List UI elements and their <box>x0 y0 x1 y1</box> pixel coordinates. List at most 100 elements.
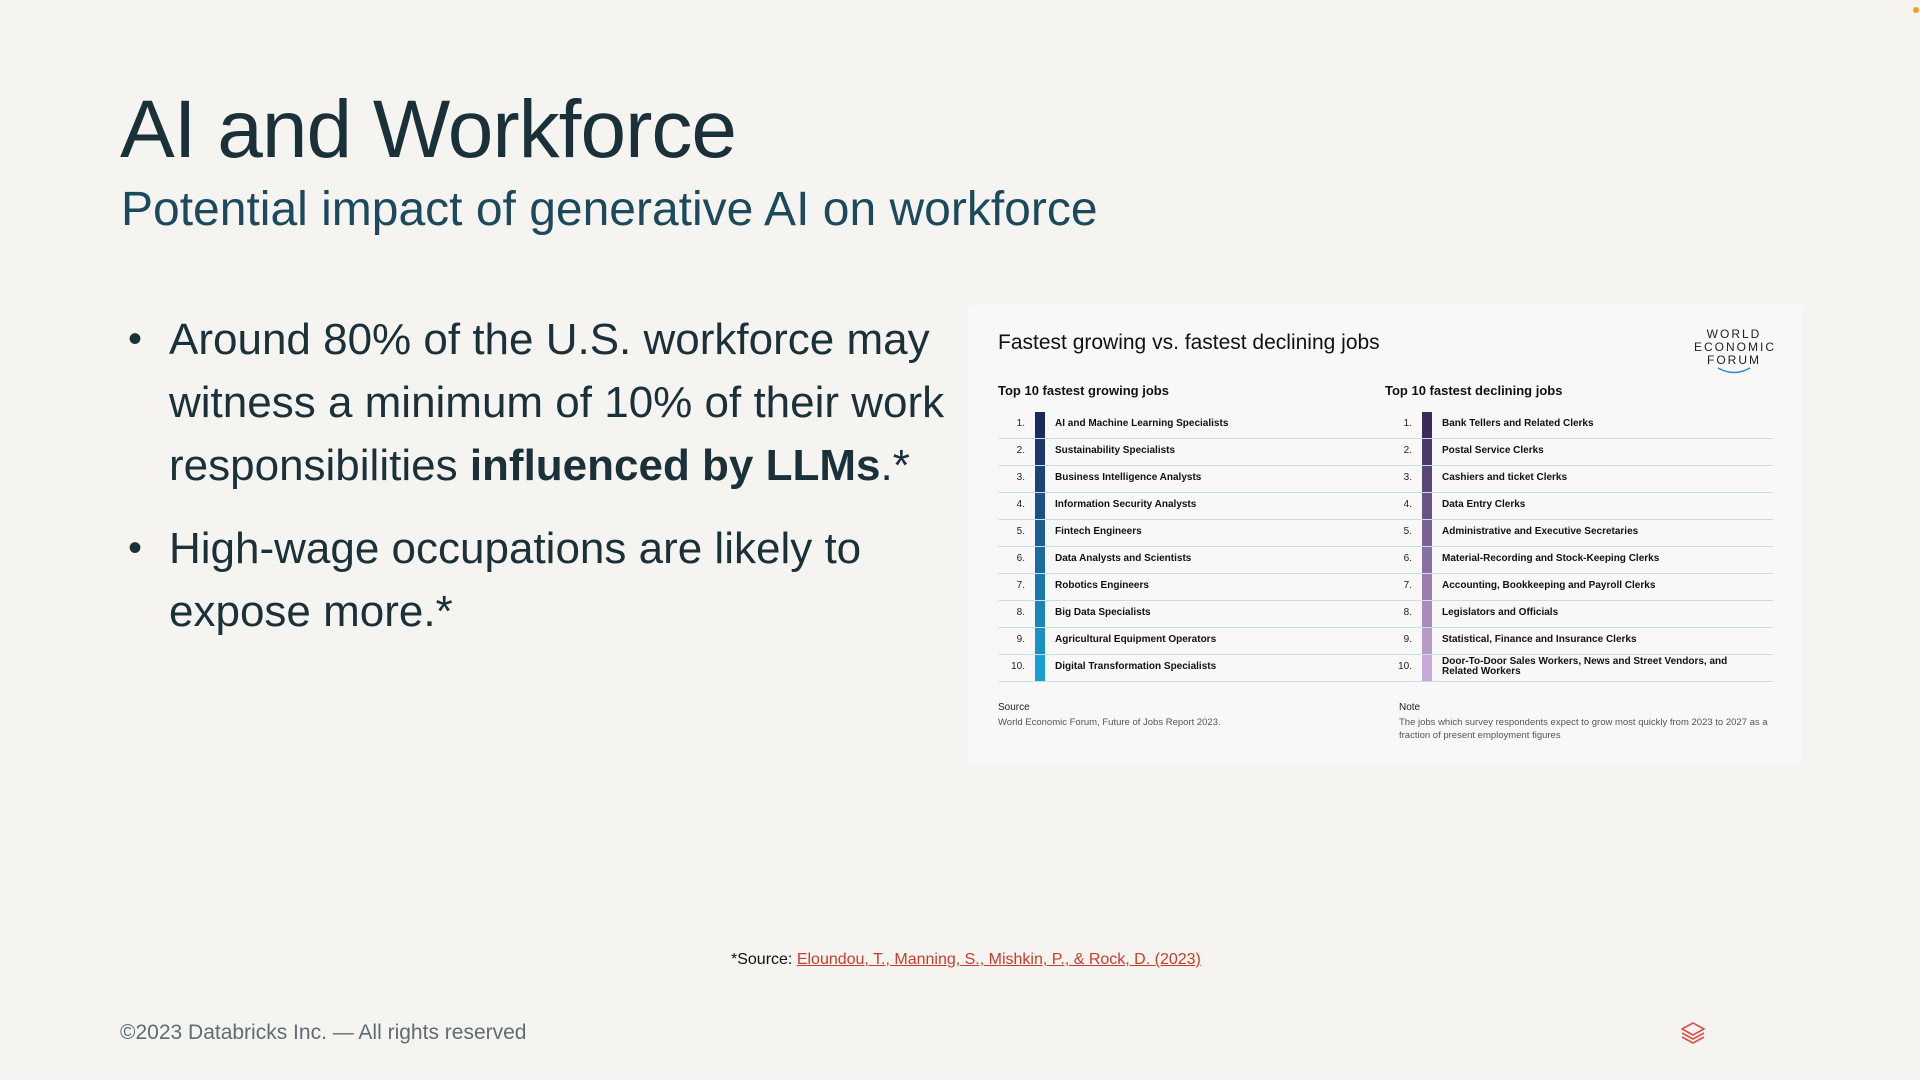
job-rank-bar <box>1422 628 1432 654</box>
job-rank: 9. <box>1016 634 1025 645</box>
job-rank: 1. <box>1016 418 1025 429</box>
job-rank: 6. <box>1016 553 1025 564</box>
source-prefix: *Source: <box>731 951 797 968</box>
growing-header: Top 10 fastest growing jobs <box>998 383 1169 398</box>
bullet-emphasis: influenced by LLMs <box>469 441 881 490</box>
bullet-item: High-wage occupations are likely to expo… <box>128 517 968 643</box>
job-rank-bar <box>1422 601 1432 627</box>
wef-arc-icon <box>1717 367 1751 374</box>
job-rank-bar <box>1422 466 1432 492</box>
job-row: 2. Postal Service Clerks <box>1385 439 1773 466</box>
declining-header: Top 10 fastest declining jobs <box>1385 383 1563 398</box>
wef-logo-line: FORUM <box>1707 353 1761 367</box>
job-title: Administrative and Executive Secretaries <box>1442 526 1639 537</box>
job-rank-bar <box>1035 439 1045 465</box>
job-row: 1. Bank Tellers and Related Clerks <box>1385 412 1773 439</box>
job-rank-bar <box>1422 547 1432 573</box>
job-rank-bar <box>1422 655 1432 681</box>
job-title: Sustainability Specialists <box>1055 445 1176 456</box>
declining-jobs-table: 1. Bank Tellers and Related Clerks 2. Posta… <box>1385 412 1773 682</box>
job-title: Bank Tellers and Related Clerks <box>1442 418 1594 429</box>
job-title: AI and Machine Learning Specialists <box>1055 418 1229 429</box>
job-rank: 1. <box>1403 418 1412 429</box>
job-rank: 6. <box>1403 553 1412 564</box>
bullet-text: High-wage occupations are likely to expo… <box>169 524 862 636</box>
job-title: Fintech Engineers <box>1055 526 1142 537</box>
job-rank: 2. <box>1016 445 1025 456</box>
bullet-suffix: .* <box>880 441 910 490</box>
figure-source-text: World Economic Forum, Future of Jobs Rep… <box>998 717 1221 728</box>
figure-note-text: The jobs which survey respondents expect… <box>1399 717 1768 741</box>
job-row: 5. Administrative and Executive Secretari… <box>1385 520 1773 547</box>
job-rank: 5. <box>1016 526 1025 537</box>
wef-jobs-figure: Fastest growing vs. fastest declining jo… <box>968 305 1802 765</box>
job-title: Information Security Analysts <box>1055 499 1197 510</box>
bullet-text: Around 80% of the U.S. workforce may wit… <box>169 315 945 490</box>
job-title: Material-Recording and Stock-Keeping Cle… <box>1442 553 1660 564</box>
job-rank-bar <box>1422 439 1432 465</box>
job-row: 10. Door-To-Door Sales Workers, News and … <box>1385 655 1773 682</box>
job-title: Data Entry Clerks <box>1442 499 1526 510</box>
job-rank: 9. <box>1403 634 1412 645</box>
job-title: Legislators and Officials <box>1442 607 1559 618</box>
job-rank-bar <box>1422 412 1432 438</box>
source-link[interactable]: Eloundou, T., Manning, S., Mishkin, P., … <box>796 951 1201 968</box>
job-row: 5. Fintech Engineers <box>998 520 1386 547</box>
job-rank: 7. <box>1403 580 1412 591</box>
wef-logo: WORLD ECONOMIC FORUM <box>1694 328 1774 378</box>
job-title: Data Analysts and Scientists <box>1055 553 1192 564</box>
copyright: ©2023 Databricks Inc. — All rights reser… <box>120 1021 527 1044</box>
databricks-layers-icon <box>1681 1022 1705 1044</box>
source-citation: *Source: Eloundou, T., Manning, S., Mish… <box>731 951 1201 969</box>
job-row: 3. Business Intelligence Analysts <box>998 466 1386 493</box>
job-rank: 8. <box>1016 607 1025 618</box>
job-row: 8. Big Data Specialists <box>998 601 1386 628</box>
job-row: 6. Data Analysts and Scientists <box>998 547 1386 574</box>
job-row: 9. Statistical, Finance and Insurance Cle… <box>1385 628 1773 655</box>
job-rank: 8. <box>1403 607 1412 618</box>
job-rank: 2. <box>1403 445 1412 456</box>
job-row: 4. Data Entry Clerks <box>1385 493 1773 520</box>
job-row: 9. Agricultural Equipment Operators <box>998 628 1386 655</box>
job-rank: 3. <box>1403 472 1412 483</box>
job-rank-bar <box>1422 574 1432 600</box>
slide-title: AI and Workforce <box>120 84 737 175</box>
job-row: 10. Digital Transformation Specialists <box>998 655 1386 682</box>
job-rank-bar <box>1422 493 1432 519</box>
job-rank: 7. <box>1016 580 1025 591</box>
job-rank-bar <box>1035 601 1045 627</box>
job-row: 7. Accounting, Bookkeeping and Payroll Cl… <box>1385 574 1773 601</box>
job-rank: 3. <box>1016 472 1025 483</box>
job-rank-bar <box>1035 547 1045 573</box>
growing-jobs-table: 1. AI and Machine Learning Specialists 2. S… <box>998 412 1386 682</box>
bullet-item: Around 80% of the U.S. workforce may wit… <box>128 308 968 497</box>
job-rank-bar <box>1422 520 1432 546</box>
job-title: Digital Transformation Specialists <box>1055 661 1217 672</box>
figure-title: Fastest growing vs. fastest declining jo… <box>998 331 1380 354</box>
job-row: 3. Cashiers and ticket Clerks <box>1385 466 1773 493</box>
job-title: Business Intelligence Analysts <box>1055 472 1202 483</box>
job-row: 7. Robotics Engineers <box>998 574 1386 601</box>
figure-note-label: Note <box>1399 702 1421 713</box>
job-rank-bar <box>1035 628 1045 654</box>
job-row: 4. Information Security Analysts <box>998 493 1386 520</box>
job-rank-bar <box>1035 412 1045 438</box>
job-title: Robotics Engineers <box>1055 580 1149 591</box>
job-rank-bar <box>1035 493 1045 519</box>
job-title: Accounting, Bookkeeping and Payroll Cler… <box>1442 580 1656 591</box>
job-title: Door-To-Door Sales Workers, News and Str… <box>1442 656 1728 677</box>
job-row: 6. Material-Recording and Stock-Keeping C… <box>1385 547 1773 574</box>
wef-logo-line: ECONOMIC <box>1694 340 1776 354</box>
job-rank: 10. <box>1398 661 1412 672</box>
wef-logo-line: WORLD <box>1706 327 1762 341</box>
job-rank-bar <box>1035 574 1045 600</box>
job-rank: 10. <box>1011 661 1025 672</box>
slide-subtitle: Potential impact of generative AI on wor… <box>121 183 1098 236</box>
job-rank-bar <box>1035 655 1045 681</box>
job-title: Postal Service Clerks <box>1442 445 1544 456</box>
bullet-list: Around 80% of the U.S. workforce may wit… <box>128 308 968 643</box>
job-rank: 4. <box>1016 499 1025 510</box>
job-title: Cashiers and ticket Clerks <box>1442 472 1568 483</box>
job-title: Agricultural Equipment Operators <box>1055 634 1217 645</box>
job-row: 8. Legislators and Officials <box>1385 601 1773 628</box>
